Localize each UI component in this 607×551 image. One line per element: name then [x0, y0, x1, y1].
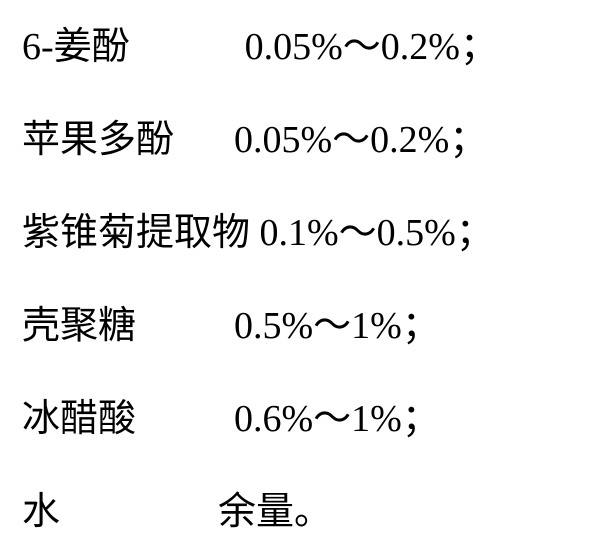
value-kejutang: 0.5%～1%；: [234, 307, 440, 345]
row-bingcusuan: 冰醋酸 0.6%～1%；: [22, 400, 587, 438]
value-shui: 余量。: [218, 493, 332, 531]
label-pingguoduofen: 苹果多酚: [22, 121, 174, 159]
label-6-jiangfen: 6-姜酚: [22, 28, 130, 66]
value-pingguoduofen: 0.05%～0.2%；: [234, 121, 487, 159]
row-6-jiangfen: 6-姜酚 0.05%～0.2%；: [22, 28, 587, 66]
value-6-jiangfen: 0.05%～0.2%；: [245, 28, 498, 66]
label-shui: 水: [22, 493, 60, 531]
row-kejutang: 壳聚糖 0.5%～1%；: [22, 307, 587, 345]
value-bingcusuan: 0.6%～1%；: [234, 400, 440, 438]
ingredient-list: 6-姜酚 0.05%～0.2%； 苹果多酚 0.05%～0.2%； 紫锥菊提取物…: [0, 0, 607, 551]
row-pingguoduofen: 苹果多酚 0.05%～0.2%；: [22, 121, 587, 159]
row-shui: 水 余量。: [22, 493, 587, 531]
label-zizhuijutiquwu: 紫锥菊提取物: [22, 214, 250, 252]
value-zizhuijutiquwu: 0.1%～0.5%；: [250, 214, 494, 252]
row-zizhuijutiquwu: 紫锥菊提取物 0.1%～0.5%；: [22, 214, 587, 252]
label-kejutang: 壳聚糖: [22, 307, 136, 345]
label-bingcusuan: 冰醋酸: [22, 400, 136, 438]
